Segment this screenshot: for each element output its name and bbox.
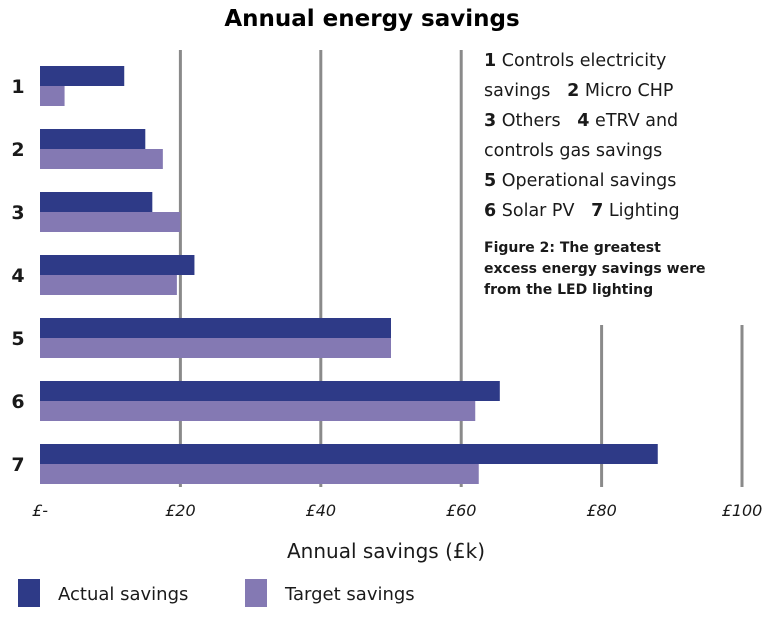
bar-target — [40, 212, 181, 232]
category-label: 6 — [11, 391, 24, 413]
chart-title: Annual energy savings — [224, 6, 519, 32]
key-text: Operational savings — [501, 171, 677, 191]
bar-actual — [40, 255, 195, 275]
key-number: 7 — [591, 201, 604, 221]
legend-label-actual: Actual savings — [58, 584, 188, 605]
x-tick-label: £100 — [722, 501, 763, 520]
key-line: savings 2 Micro CHP — [484, 76, 766, 106]
x-tick-label: £20 — [165, 501, 196, 520]
legend: Actual savings Target savings — [18, 579, 415, 607]
category-label: 5 — [11, 328, 24, 350]
legend-label-target: Target savings — [284, 584, 415, 605]
category-label: 1 — [11, 76, 24, 98]
caption-line: excess energy savings were — [484, 261, 706, 277]
key-line: 1 Controls electricity — [484, 46, 766, 76]
bar-actual — [40, 381, 500, 401]
figure-caption: Figure 2: The greatest excess energy sav… — [484, 238, 766, 301]
key-number: 3 — [484, 111, 497, 131]
bar-target — [40, 86, 65, 106]
legend-swatch-target — [245, 579, 267, 607]
x-tick-label: £- — [32, 501, 48, 520]
bar-target — [40, 464, 479, 484]
key-number: 6 — [484, 201, 497, 221]
x-tick-label: £40 — [306, 501, 337, 520]
bar-target — [40, 149, 163, 169]
bar-target — [40, 275, 177, 295]
bars — [40, 66, 658, 484]
category-label: 2 — [11, 139, 24, 161]
x-tick-label: £80 — [586, 501, 617, 520]
key-line: 5 Operational savings — [484, 166, 766, 196]
key-line: 6 Solar PV 7 Lighting — [484, 196, 766, 226]
category-key: 1 Controls electricity savings 2 Micro C… — [484, 46, 766, 301]
x-tick-label: £60 — [446, 501, 477, 520]
key-text: savings — [484, 81, 551, 101]
bar-target — [40, 338, 391, 358]
x-axis-label: Annual savings (£k) — [287, 539, 485, 563]
key-text: Lighting — [608, 201, 680, 221]
key-text: eTRV and — [595, 111, 679, 131]
key-text: Solar PV — [501, 201, 575, 221]
key-text: Others — [501, 111, 561, 131]
bar-actual — [40, 318, 391, 338]
category-labels: 1 2 3 4 5 6 7 — [11, 76, 24, 476]
category-label: 3 — [11, 202, 24, 224]
bar-target — [40, 401, 476, 421]
key-number: 4 — [577, 111, 590, 131]
bar-actual — [40, 192, 153, 212]
bar-actual — [40, 66, 125, 86]
key-text: Micro CHP — [584, 81, 674, 101]
caption-line: Figure 2: The greatest — [484, 240, 661, 256]
key-number: 5 — [484, 171, 497, 191]
category-label: 7 — [11, 454, 24, 476]
key-text: Controls electricity — [501, 51, 667, 71]
key-number: 2 — [567, 81, 580, 101]
caption-line: from the LED lighting — [484, 282, 654, 298]
key-line: controls gas savings — [484, 136, 766, 166]
key-line: 3 Others 4 eTRV and — [484, 106, 766, 136]
key-number: 1 — [484, 51, 497, 71]
bar-actual — [40, 129, 146, 149]
category-label: 4 — [11, 265, 24, 287]
legend-swatch-actual — [18, 579, 40, 607]
key-text: controls gas savings — [484, 141, 663, 161]
bar-actual — [40, 444, 658, 464]
x-tick-labels: £- £20 £40 £60 £80 £100 — [32, 501, 762, 520]
